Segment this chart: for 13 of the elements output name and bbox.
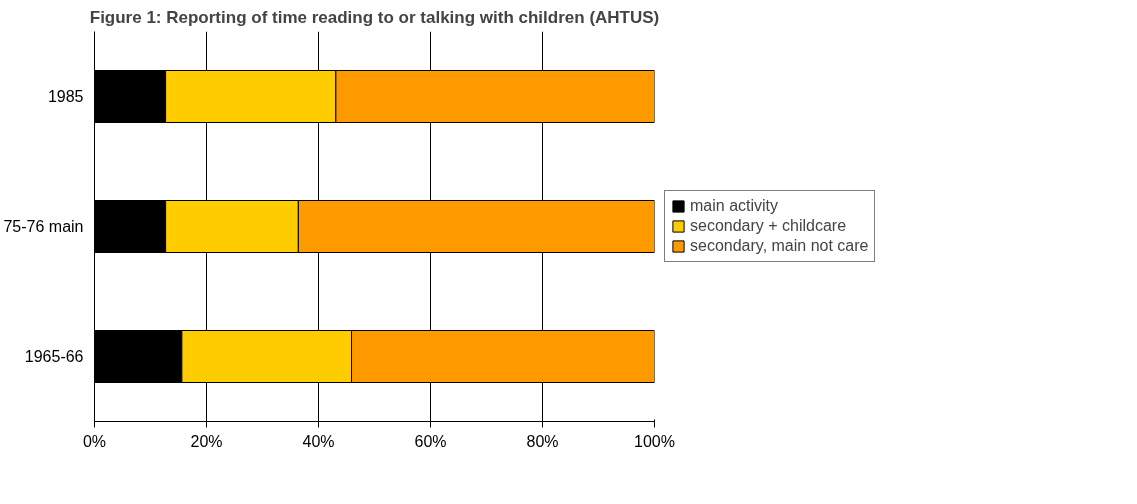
- legend-label: main activity: [690, 197, 779, 215]
- y-tick-label: 75-76 main: [3, 218, 84, 235]
- y-tick-label: 1985: [47, 88, 84, 105]
- legend-label: secondary + childcare: [690, 217, 847, 235]
- x-tick-label: 0%: [82, 432, 107, 450]
- x-tick-label: 80%: [526, 432, 559, 450]
- x-tick-label: 40%: [302, 432, 335, 450]
- y-tick-label: 1965-66: [24, 348, 84, 365]
- legend-label: secondary, main not care: [690, 237, 869, 255]
- x-tick-label: 60%: [414, 432, 447, 450]
- x-tick-label: 20%: [190, 432, 223, 450]
- x-tick-label: 100%: [634, 432, 675, 450]
- chart-title: Figure 1: Reporting of time reading to or talking with children (AHTUS): [89, 7, 660, 27]
